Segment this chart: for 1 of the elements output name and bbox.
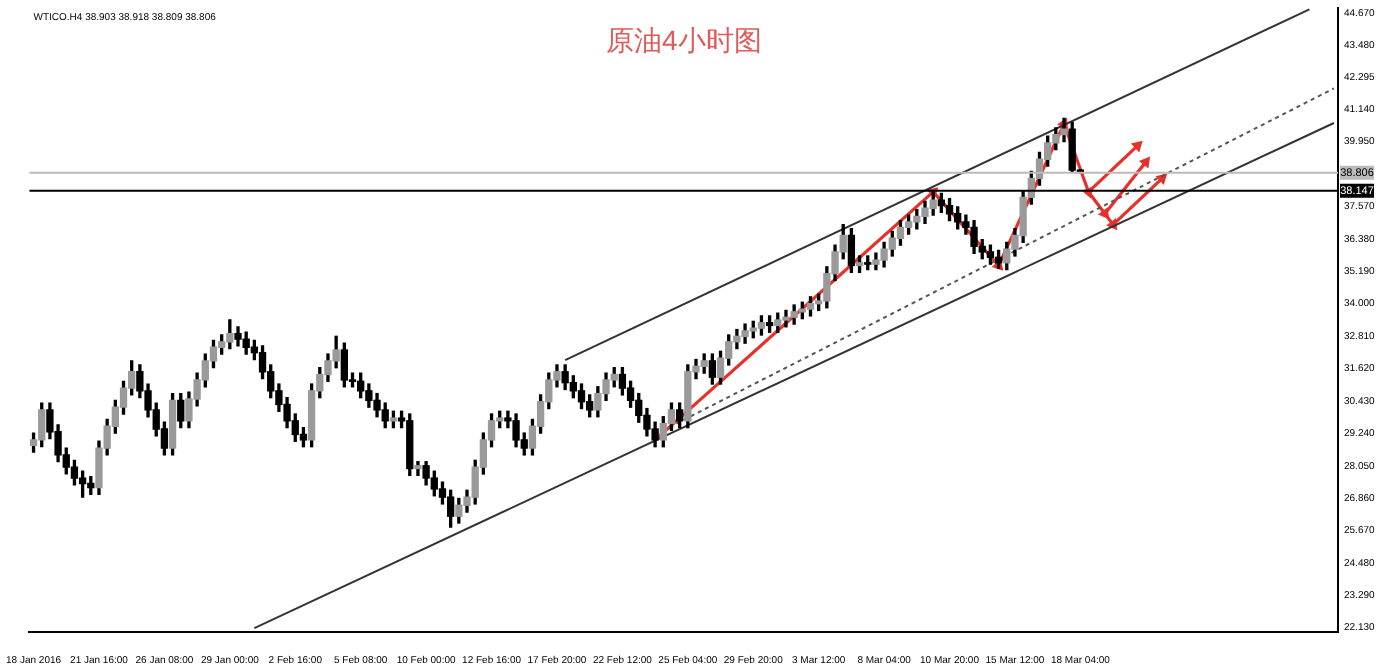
text: 原油4小时图 (605, 23, 762, 56)
